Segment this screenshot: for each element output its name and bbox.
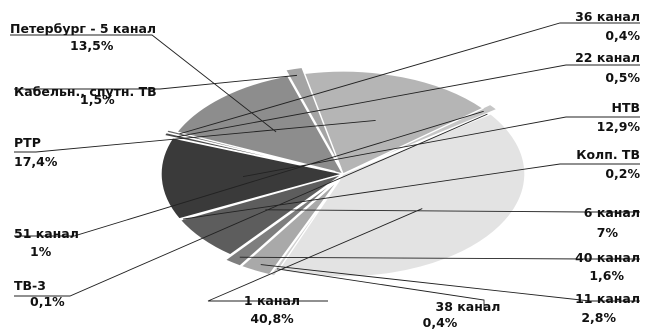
slice-name-label: 36 канал: [575, 9, 640, 24]
leader-line: [14, 113, 488, 297]
slice-value-label: 0,4%: [605, 28, 640, 43]
pie-slice: [284, 66, 342, 169]
pie-slice: [303, 70, 484, 175]
slice-name-label: Кабельн., спутн. ТВ: [14, 84, 157, 99]
pie-slice: [163, 131, 336, 173]
leader-line: [14, 74, 298, 90]
slice-name-label: 40 канал: [575, 250, 640, 265]
slice-name-label: Колп. ТВ: [576, 147, 640, 162]
leader-line: [265, 209, 640, 213]
slice-value-label: 17,4%: [14, 154, 58, 169]
slice-value-label: 2,8%: [581, 310, 616, 325]
slice-name-label: 1 канал: [244, 293, 300, 308]
pie-slice: [175, 75, 344, 175]
slice-value-label: 7%: [597, 225, 619, 240]
slice-labels: 1 канал 40,8% ТВ-30,1% 51 канал 1% РТР 17,4% Ка…: [10, 9, 640, 330]
slice-value-label: 0,5%: [605, 70, 640, 85]
pie-slices: [160, 66, 526, 278]
pie-slice: [269, 179, 341, 277]
slice-name-label: РТР: [14, 135, 41, 150]
slice-name-label: 38 канал: [436, 299, 501, 314]
slice-value-label: 1%: [30, 244, 52, 259]
slice-name-label: 11 канал: [575, 291, 640, 306]
slice-value-label: 13,5%: [70, 38, 114, 53]
slice-name-label: 51 канал: [14, 226, 79, 241]
slice-name-label: НТВ: [611, 100, 640, 115]
pie-slice: [277, 113, 526, 278]
leader-line: [14, 110, 484, 237]
leader-line: [276, 268, 485, 310]
leader-line: [260, 264, 640, 302]
slice-name-label: ТВ-3: [14, 278, 46, 293]
pie-slice: [160, 137, 344, 220]
leader-line: [14, 119, 376, 153]
slice-value-label: 1,5%: [80, 92, 115, 107]
leader-line: [207, 208, 423, 302]
leader-line: [182, 163, 640, 220]
slice-name-label: 6 канал: [584, 205, 640, 220]
slice-name-label: Петербург - 5 канал: [10, 21, 156, 36]
leader-line: [239, 256, 640, 260]
slice-value-label: 0,4%: [423, 315, 458, 330]
slice-value-label: 12,9%: [597, 119, 641, 134]
slice-value-label: 0,1%: [30, 294, 65, 309]
leader-line: [10, 34, 277, 133]
slice-value-label: 1,6%: [589, 268, 624, 283]
leader-line: [178, 22, 640, 135]
slice-value-label: 40,8%: [250, 311, 294, 326]
leader-lines: [10, 22, 640, 310]
leader-line: [177, 64, 640, 138]
leader-line: [242, 116, 640, 178]
slice-value-label: 0,2%: [605, 166, 640, 181]
slice-name-label: 22 канал: [575, 50, 640, 65]
